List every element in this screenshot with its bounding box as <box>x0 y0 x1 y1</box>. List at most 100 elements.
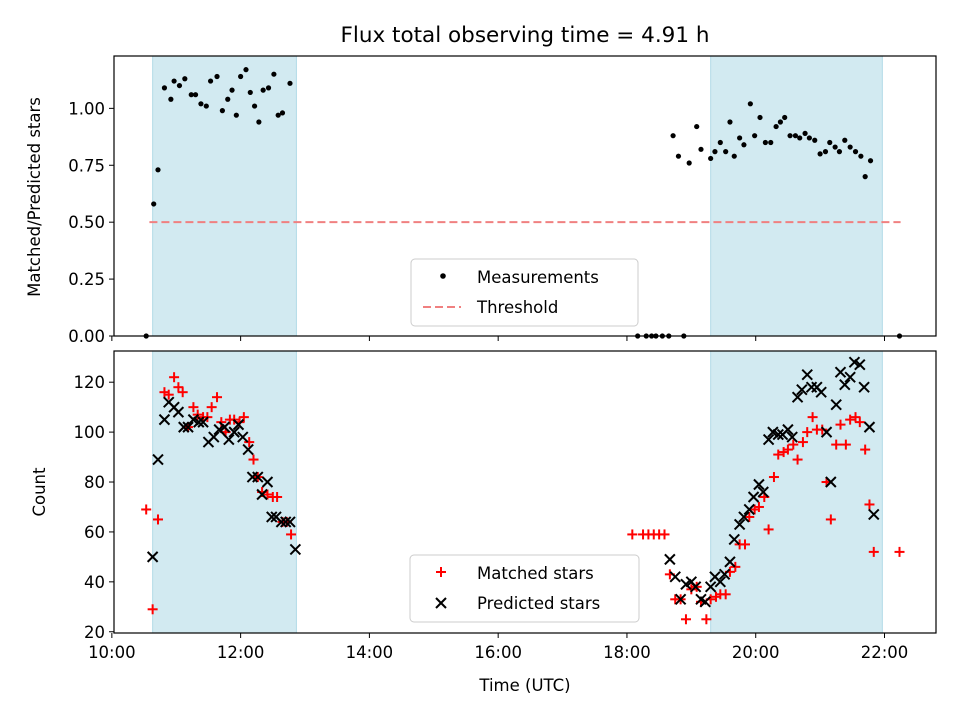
predicted-star-point <box>733 518 746 531</box>
bottom-xlabel: Time (UTC) <box>478 676 570 695</box>
measurement-point <box>782 114 788 121</box>
measurement-point <box>797 135 803 141</box>
measurement-point <box>762 139 768 146</box>
measurement-point <box>757 114 763 121</box>
predicted-star-point <box>772 428 784 441</box>
bottom-x-tick-label: 16:00 <box>474 643 522 662</box>
matched-star-point <box>248 454 259 465</box>
bottom-y-ticks: 20 40 60 80 100 120 <box>74 373 114 642</box>
predicted-star-point <box>197 416 209 428</box>
predicted-star-point <box>232 418 245 431</box>
matched-star-point <box>152 514 163 525</box>
measurement-point <box>712 149 718 155</box>
measurement-point <box>698 146 704 152</box>
predicted-star-point <box>182 421 194 433</box>
measurement-point <box>731 153 737 159</box>
measurement-point <box>171 78 177 84</box>
predicted-star-point <box>172 406 185 418</box>
measurement-point <box>287 80 293 86</box>
legend-label-predicted: Predicted stars <box>477 594 600 613</box>
measurement-point <box>752 133 758 139</box>
top-shaded-interval <box>152 55 297 337</box>
measurement-point <box>717 139 723 146</box>
legend-marker-matched <box>436 567 446 577</box>
bottom-shaded-interval <box>710 350 883 634</box>
predicted-star-point <box>279 516 292 528</box>
measurement-point <box>847 144 853 150</box>
matched-star-point <box>753 501 764 512</box>
predicted-star-point <box>193 416 205 428</box>
measurement-point <box>806 135 812 141</box>
measurement-point <box>836 149 843 155</box>
predicted-star-point <box>825 476 837 488</box>
bottom-y-tick-label: 100 <box>74 423 106 442</box>
top-y-tick-label: 0.50 <box>68 213 105 232</box>
bottom-ylabel: Count <box>30 467 49 517</box>
bottom-x-tick-label: 14:00 <box>346 643 394 662</box>
matched-star-point <box>864 499 875 510</box>
top-y-ticks: 0.00 0.25 0.50 0.75 1.00 <box>68 99 114 346</box>
top-y-tick-label: 1.00 <box>68 99 105 118</box>
predicted-star-point <box>786 431 798 443</box>
predicted-star-point <box>858 381 870 393</box>
predicted-star-point <box>718 568 731 581</box>
measurement-point <box>207 78 214 84</box>
matched-star-point <box>854 417 865 428</box>
measurement-point <box>832 144 838 150</box>
measurement-point <box>858 153 864 159</box>
matched-star-point <box>807 412 818 423</box>
predicted-star-point <box>674 593 687 606</box>
matched-star-point <box>817 424 828 435</box>
measurement-point <box>694 123 700 130</box>
legend-label-threshold: Threshold <box>476 298 558 317</box>
measurement-point <box>256 119 262 125</box>
matched-star-point <box>720 589 731 600</box>
matched-star-point <box>782 444 793 455</box>
matched-star-point <box>773 449 784 460</box>
predicted-star-point <box>724 556 736 568</box>
matched-star-point <box>216 417 227 428</box>
predicted-star-point <box>747 491 760 503</box>
measurement-point <box>777 119 783 125</box>
matched-star-point <box>177 387 188 398</box>
predicted-star-point <box>261 476 274 488</box>
matched-star-point <box>163 389 174 400</box>
matched-star-point <box>169 372 180 383</box>
predicted-star-point <box>266 511 278 523</box>
predicted-star-point <box>757 486 769 498</box>
matched-star-point <box>206 402 217 413</box>
chart-title: Flux total observing time = 4.91 h <box>341 23 710 48</box>
bottom-y-tick-label: 80 <box>84 473 105 492</box>
measurement-point <box>214 73 220 80</box>
measurement-point <box>168 96 174 102</box>
bottom-y-tick-label: 20 <box>84 623 105 642</box>
top-y-tick-label: 0.75 <box>68 156 105 175</box>
predicted-star-point <box>218 421 231 433</box>
matched-star-point <box>739 539 750 550</box>
predicted-star-point <box>714 576 727 588</box>
measurement-point <box>708 155 714 162</box>
measurement-point <box>182 76 188 82</box>
measurement-point <box>792 133 799 139</box>
matched-star-point <box>831 439 842 450</box>
predicted-star-point <box>839 378 851 391</box>
measurement-point <box>275 112 281 118</box>
predicted-star-point <box>228 426 240 438</box>
top-x-ticks <box>111 336 885 341</box>
measurement-point <box>188 92 194 98</box>
predicted-star-point <box>830 398 842 411</box>
matched-star-point <box>792 454 803 465</box>
predicted-star-point <box>178 421 190 433</box>
predicted-star-point <box>762 433 775 446</box>
measurement-point <box>741 142 747 148</box>
matched-star-point <box>212 392 223 403</box>
predicted-star-point <box>242 443 254 456</box>
matched-star-point <box>788 439 799 450</box>
predicted-star-point <box>815 386 827 398</box>
top-shaded-regions <box>152 55 883 337</box>
bottom-shaded-interval <box>152 350 297 634</box>
predicted-star-point <box>801 369 813 381</box>
predicted-star-point <box>699 596 711 608</box>
predicted-star-points <box>146 356 880 608</box>
bottom-x-tick-label: 20:00 <box>732 643 780 662</box>
